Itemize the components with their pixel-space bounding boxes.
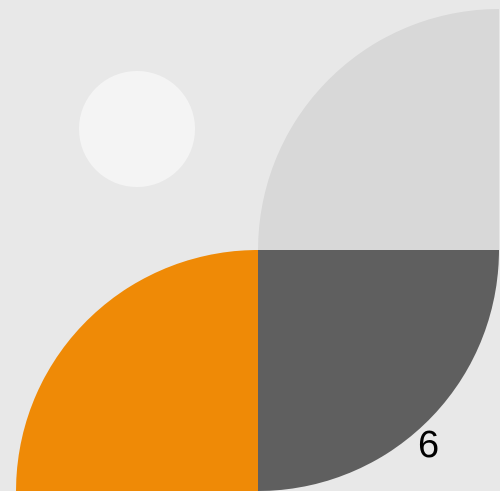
light-circle xyxy=(79,71,195,187)
orange-bottom-left-quarter xyxy=(16,250,258,491)
number-label: 6 xyxy=(418,424,440,466)
gray-top-right-quarter xyxy=(258,9,499,250)
dark-bottom-right-quarter xyxy=(258,250,499,491)
